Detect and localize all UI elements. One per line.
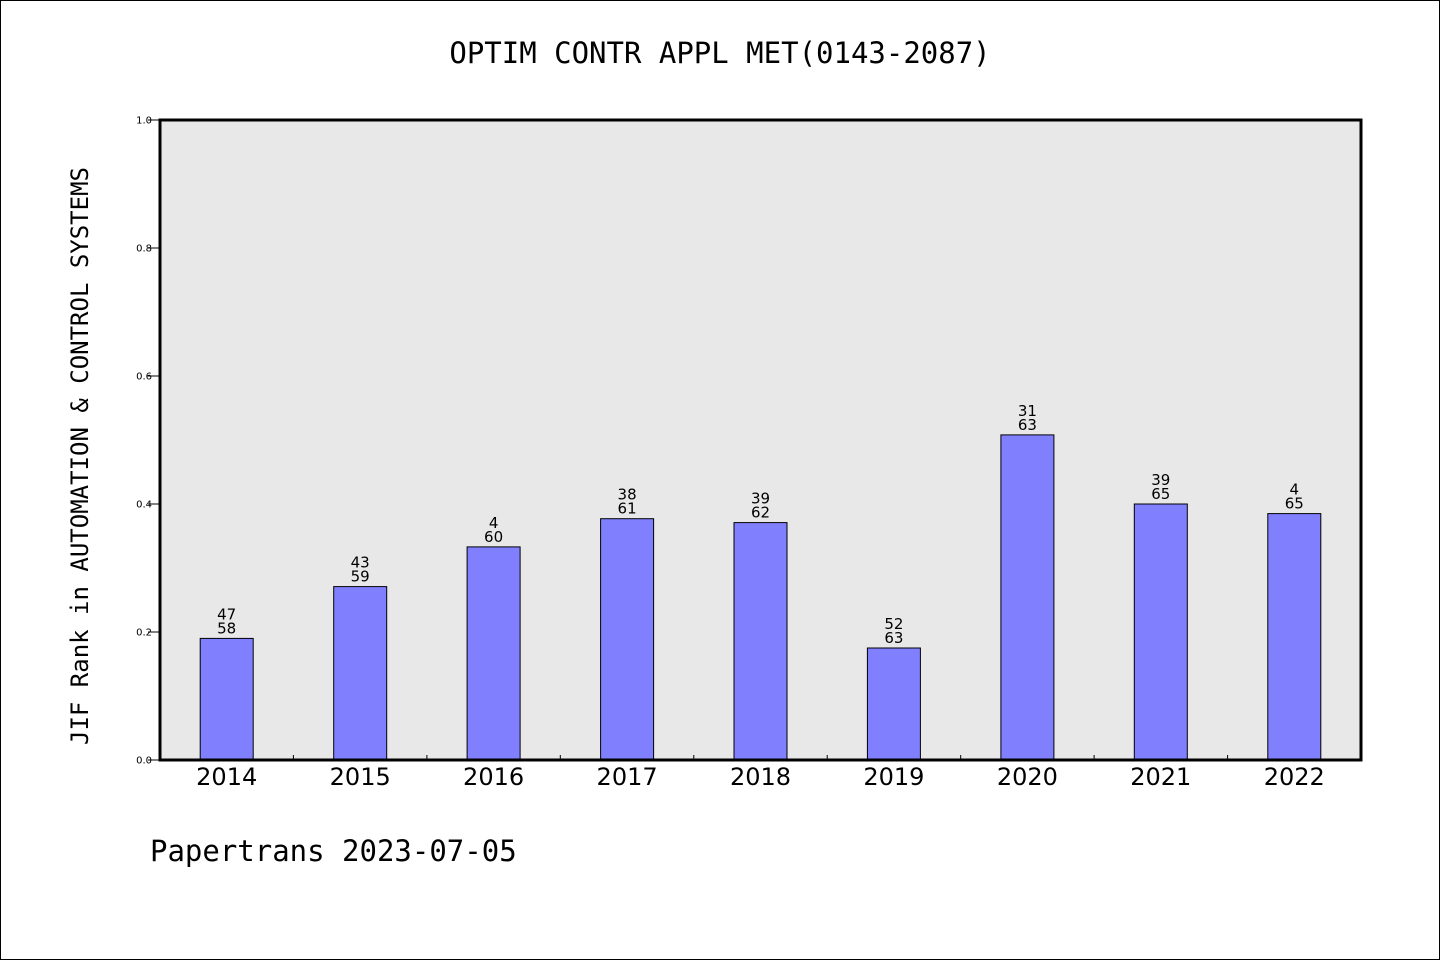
x-tick-label: 2017: [597, 763, 658, 791]
bar-total-label: 63: [1018, 416, 1037, 434]
y-tick-label: 0.2: [136, 628, 152, 639]
bar-total-label: 62: [751, 504, 770, 522]
x-tick-label: 2022: [1264, 763, 1325, 791]
bar-total-label: 65: [1151, 485, 1170, 503]
bar-rank-label: 47: [217, 605, 236, 623]
bar-rank-label: 4: [1290, 481, 1300, 499]
x-tick-label: 2019: [863, 763, 924, 791]
bar-rank-label: 38: [618, 486, 637, 504]
bar-2017: [600, 518, 655, 761]
bar-2018: [733, 522, 788, 761]
x-tick-label: 2016: [463, 763, 524, 791]
bar-rank-label: 4: [489, 514, 499, 532]
bar-2015: [333, 586, 388, 761]
bar-total-label: 61: [618, 500, 637, 518]
x-axis: 2014 2015 2016 2017 2018 2019 2020 2021 2022: [196, 755, 1325, 791]
bar-rank-label: 43: [351, 554, 370, 572]
x-tick-label: 2015: [330, 763, 391, 791]
bar-total-label: 58: [217, 619, 236, 637]
x-tick-label: 2021: [1130, 763, 1191, 791]
bars-group: [199, 434, 1322, 761]
x-tick-label: 2018: [730, 763, 791, 791]
bar-rank-label: 52: [884, 615, 903, 633]
y-tick-label: 1.0: [136, 116, 152, 127]
bar-2020: [1000, 434, 1055, 761]
bar-2014: [199, 637, 254, 761]
bar-rank-label: 39: [751, 490, 770, 508]
bar-2021: [1133, 503, 1188, 761]
bar-2016: [466, 546, 521, 761]
bar-2019: [866, 647, 921, 761]
bar-total-label: 60: [484, 528, 503, 546]
bar-total-label: 65: [1285, 495, 1304, 513]
bar-rank-label: 39: [1151, 471, 1170, 489]
bar-rank-label: 31: [1018, 402, 1037, 420]
chart-title: OPTIM CONTR APPL MET(0143-2087): [449, 36, 991, 70]
x-tick-label: 2020: [997, 763, 1058, 791]
y-tick-label: 0.8: [136, 244, 152, 255]
bar-2022: [1267, 513, 1322, 761]
x-tick-label: 2014: [196, 763, 257, 791]
y-axis: 0.0 0.2 0.4 0.6 0.8 1.0: [136, 116, 160, 767]
y-tick-label: 0.6: [136, 372, 152, 383]
footer-text: Papertrans 2023-07-05: [150, 834, 517, 868]
bar-total-label: 59: [351, 568, 370, 586]
y-tick-label: 0.0: [136, 756, 152, 767]
bar-total-label: 63: [884, 629, 903, 647]
y-tick-label: 0.4: [136, 500, 152, 511]
plot-border: [158, 118, 1363, 762]
